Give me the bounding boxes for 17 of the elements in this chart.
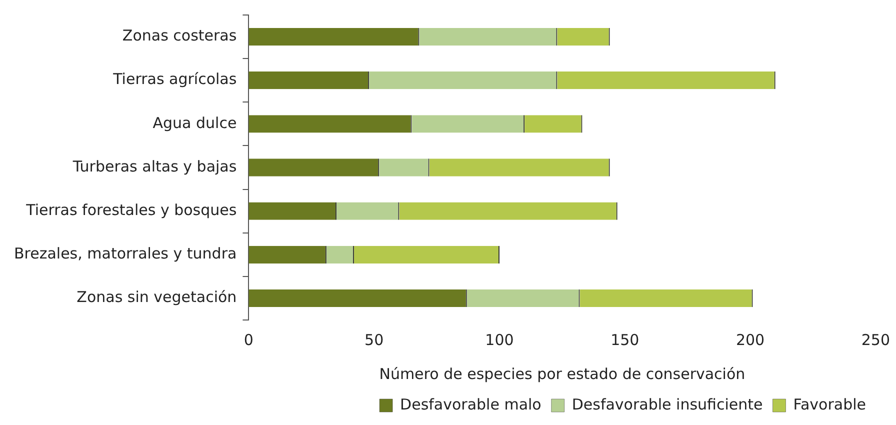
y-tick-label: Tierras forestales y bosques — [25, 200, 237, 219]
y-tick-label: Zonas costeras — [122, 26, 237, 45]
x-tick-label: 0 — [244, 330, 254, 349]
x-tick-label: 200 — [736, 330, 765, 349]
x-tick-label: 150 — [610, 330, 640, 349]
legend-label: Desfavorable insuficiente — [572, 395, 763, 414]
x-tick-label: 100 — [485, 330, 514, 349]
y-tick-label: Turberas altas y bajas — [72, 157, 237, 176]
x-axis-title: Número de especies por estado de conservación — [379, 364, 746, 383]
y-tick-label: Zonas sin vegetación — [76, 288, 237, 306]
x-tick-label: 50 — [364, 330, 384, 349]
legend-label: Favorable — [793, 395, 866, 414]
y-tick-label: Tierras agrícolas — [112, 70, 237, 88]
x-tick-label: 250 — [861, 330, 890, 349]
legend-label: Desfavorable malo — [400, 395, 542, 414]
y-tick-label: Agua dulce — [152, 114, 237, 132]
y-tick-label: Brezales, matorrales y tundra — [14, 244, 237, 263]
